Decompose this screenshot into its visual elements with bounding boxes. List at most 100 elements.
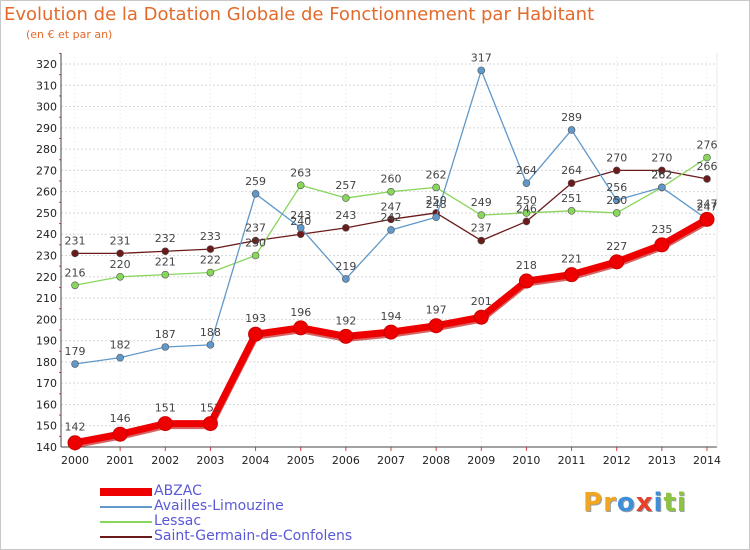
y-tick-label: 320 — [36, 58, 57, 71]
legend-label: ABZAC — [154, 483, 202, 499]
y-tick-label: 170 — [36, 377, 57, 390]
y-tick-label: 290 — [36, 122, 57, 135]
point-availles-limouzine — [522, 179, 531, 187]
data-label-saint-germain-de-confolens: 232 — [155, 232, 176, 245]
point-availles-limouzine — [161, 343, 170, 351]
data-label-lessac: 262 — [426, 168, 447, 181]
data-label-lessac: 263 — [290, 166, 311, 179]
point-availles-limouzine — [296, 224, 305, 232]
logo-letter: o — [616, 488, 636, 518]
data-label-abzac: 151 — [200, 402, 221, 415]
legend-item-availles-limouzine: Availles-Limouzine — [100, 499, 352, 514]
point-saint-germain-de-confolens — [206, 245, 215, 253]
data-label-lessac: 250 — [606, 194, 627, 207]
y-tick-label: 190 — [36, 335, 57, 348]
x-tick-label: 2011 — [558, 454, 586, 467]
data-label-abzac: 151 — [155, 402, 176, 415]
data-label-availles-limouzine: 289 — [561, 111, 582, 124]
point-lessac — [387, 187, 395, 196]
point-abzac — [699, 211, 715, 227]
data-label-saint-germain-de-confolens: 264 — [561, 164, 582, 177]
data-label-abzac: 218 — [516, 259, 537, 272]
data-label-abzac: 197 — [426, 304, 447, 317]
proxiti-logo: Proxiti — [583, 488, 687, 518]
point-lessac — [567, 207, 576, 215]
data-label-lessac: 216 — [65, 266, 86, 279]
point-availles-limouzine — [342, 275, 350, 283]
x-tick-label: 2001 — [106, 454, 134, 467]
data-label-lessac: 222 — [200, 254, 221, 267]
x-tick-label: 2006 — [332, 454, 360, 467]
point-saint-germain-de-confolens — [703, 175, 711, 183]
y-tick-label: 140 — [36, 441, 57, 454]
y-tick-label: 280 — [36, 143, 57, 156]
legend-label: Availles-Limouzine — [154, 498, 284, 514]
point-abzac — [157, 416, 173, 432]
legend-swatch-availles-limouzine — [100, 505, 152, 508]
y-tick-label: 250 — [36, 207, 57, 220]
logo-letter: i — [676, 488, 687, 518]
data-label-abzac: 196 — [290, 306, 311, 319]
point-saint-germain-de-confolens — [296, 230, 305, 239]
data-label-availles-limouzine: 259 — [245, 175, 266, 188]
data-label-availles-limouzine: 243 — [290, 209, 311, 222]
data-label-availles-limouzine: 219 — [335, 260, 356, 273]
point-abzac — [202, 416, 218, 432]
data-label-abzac: 201 — [471, 295, 492, 308]
legend-swatch-lessac — [100, 520, 152, 523]
point-availles-limouzine — [206, 341, 215, 349]
point-saint-germain-de-confolens — [658, 166, 666, 175]
legend-swatch-abzac — [100, 487, 152, 496]
y-tick-label: 210 — [36, 292, 57, 305]
data-label-saint-germain-de-confolens: 233 — [200, 230, 221, 243]
point-saint-germain-de-confolens — [477, 236, 486, 245]
y-tick-label: 270 — [36, 164, 57, 177]
point-availles-limouzine — [387, 226, 395, 234]
data-label-abzac: 227 — [606, 240, 627, 253]
point-availles-limouzine — [658, 183, 666, 192]
point-availles-limouzine — [612, 196, 621, 204]
point-availles-limouzine — [477, 66, 486, 75]
data-label-lessac: 230 — [245, 237, 266, 250]
x-tick-label: 2009 — [467, 454, 495, 467]
point-abzac — [473, 309, 489, 325]
data-label-availles-limouzine: 188 — [200, 326, 221, 339]
point-abzac — [338, 328, 354, 344]
data-label-lessac: 250 — [516, 194, 537, 207]
legend-label: Saint-Germain-de-Confolens — [154, 528, 353, 544]
x-tick-label: 2003 — [196, 454, 224, 467]
point-availles-limouzine — [116, 353, 124, 362]
y-tick-label: 230 — [36, 250, 57, 263]
point-abzac — [654, 237, 670, 253]
y-tick-label: 260 — [36, 186, 57, 199]
legend-item-abzac: ABZAC — [100, 484, 352, 499]
data-label-availles-limouzine: 242 — [381, 211, 402, 224]
y-tick-label: 180 — [36, 356, 57, 369]
point-saint-germain-de-confolens — [116, 249, 124, 258]
x-tick-label: 2007 — [377, 454, 405, 467]
x-tick-label: 2013 — [648, 454, 676, 467]
data-label-lessac: 260 — [381, 173, 402, 186]
y-tick-label: 310 — [36, 79, 57, 92]
legend-swatch-saint-germain-de-confolens — [100, 535, 152, 538]
point-abzac — [564, 267, 580, 283]
legend-item-saint-germain-de-confolens: Saint-Germain-de-Confolens — [100, 529, 352, 544]
data-label-availles-limouzine: 187 — [155, 328, 176, 341]
data-label-abzac: 247 — [697, 197, 718, 210]
point-abzac — [67, 435, 83, 451]
data-label-lessac: 249 — [471, 196, 492, 209]
y-tick-label: 200 — [36, 313, 57, 326]
data-label-saint-germain-de-confolens: 270 — [651, 151, 672, 164]
legend-label: Lessac — [154, 513, 202, 529]
data-label-saint-germain-de-confolens: 247 — [381, 200, 402, 213]
point-abzac — [383, 324, 399, 340]
point-saint-germain-de-confolens — [71, 249, 79, 258]
point-saint-germain-de-confolens — [387, 215, 395, 224]
data-label-availles-limouzine: 264 — [516, 164, 537, 177]
y-tick-label: 220 — [36, 271, 57, 284]
point-saint-germain-de-confolens — [342, 224, 350, 232]
logo-letter: x — [635, 488, 654, 518]
point-abzac — [248, 326, 264, 342]
x-tick-label: 2012 — [603, 454, 631, 467]
data-label-abzac: 192 — [335, 314, 356, 327]
